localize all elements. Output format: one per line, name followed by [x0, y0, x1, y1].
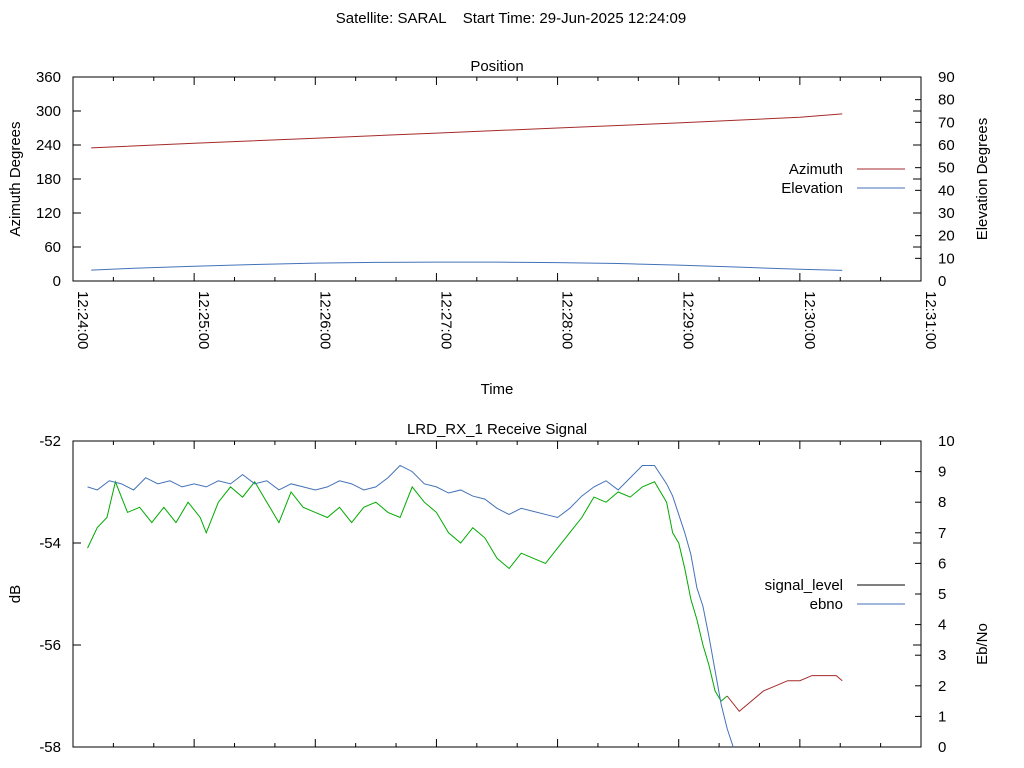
x-tick-label: 12:28:00 — [559, 291, 576, 349]
y2-tick-label: 7 — [938, 525, 946, 542]
y2-tick-label: 8 — [938, 494, 946, 511]
y-tick-label: -58 — [39, 739, 61, 756]
ebno-line — [87, 464, 734, 747]
y2-tick-label: 10 — [938, 433, 955, 450]
y2-tick-label: 60 — [938, 137, 955, 154]
y2-tick-label: 10 — [938, 250, 955, 267]
x-tick-label: 12:26:00 — [316, 291, 333, 349]
y2-tick-label: 70 — [938, 114, 955, 131]
x-tick-label: 12:31:00 — [922, 291, 939, 349]
series-group — [87, 464, 843, 747]
x-tick-label: 12:29:00 — [680, 291, 697, 349]
y-tick-label: -54 — [39, 535, 61, 552]
legend-label-Azimuth: Azimuth — [789, 161, 843, 178]
legend-label-ebno: ebno — [810, 596, 843, 613]
y-tick-label: 300 — [36, 103, 61, 120]
y2-tick-label: 3 — [938, 647, 946, 664]
series-group — [91, 113, 843, 271]
y-tick-label: 60 — [44, 239, 61, 256]
y2-tick-label: 80 — [938, 92, 955, 109]
legend-label-signal-level: signal_level — [765, 577, 843, 594]
x-tick-label: 12:27:00 — [437, 291, 454, 349]
x-tick-label: 12:24:00 — [74, 291, 91, 349]
y2-axis-title: Eb/No — [974, 623, 991, 665]
y-tick-label: 0 — [53, 273, 61, 290]
Azimuth-line — [91, 113, 843, 149]
plot-frame — [72, 440, 922, 748]
x-axis-title: Time — [481, 381, 514, 398]
y2-tick-label: 9 — [938, 464, 946, 481]
y-tick-label: 360 — [36, 69, 61, 86]
plot-title: Position — [470, 58, 523, 75]
y2-tick-label: 0 — [938, 273, 946, 290]
y2-tick-label: 5 — [938, 586, 946, 603]
y2-tick-label: 20 — [938, 228, 955, 245]
y2-tick-label: 50 — [938, 160, 955, 177]
y2-tick-label: 4 — [938, 617, 946, 634]
y2-tick-label: 90 — [938, 69, 955, 86]
y2-tick-label: 6 — [938, 555, 946, 572]
y-tick-label: -52 — [39, 433, 61, 450]
y2-tick-label: 30 — [938, 205, 955, 222]
y2-tick-label: 0 — [938, 739, 946, 756]
position-chart: Position 0 60 120 180 240 300 360 0 10 20 30 40 50 60 7… — [7, 58, 991, 398]
x-tick-label: 12:25:00 — [195, 291, 212, 349]
y2-tick-label: 40 — [938, 182, 955, 199]
y2-tick-label: 2 — [938, 678, 946, 695]
plot-title: LRD_RX_1 Receive Signal — [407, 421, 587, 438]
y-tick-label: 120 — [36, 205, 61, 222]
signal-level-line — [87, 480, 728, 702]
y2-axis-title: Elevation Degrees — [974, 118, 991, 241]
y-tick-label: 180 — [36, 171, 61, 188]
x-tick-label: 12:30:00 — [801, 291, 818, 349]
y-axis-title: Azimuth Degrees — [7, 121, 24, 236]
signal-level-tail-line — [726, 675, 843, 713]
receive-signal-chart: LRD_RX_1 Receive Signal -52 -54 -56 -58 0 1 2 3 4… — [7, 421, 991, 756]
Elevation-line — [91, 261, 843, 271]
y2-tick-label: 1 — [938, 708, 946, 725]
y-tick-label: -56 — [39, 637, 61, 654]
y-tick-label: 240 — [36, 137, 61, 154]
legend-label-Elevation: Elevation — [781, 180, 843, 197]
main-title: Satellite: SARAL Start Time: 29-Jun-2025… — [336, 10, 686, 27]
y-axis-title: dB — [7, 585, 24, 603]
plot-frame — [72, 76, 922, 282]
